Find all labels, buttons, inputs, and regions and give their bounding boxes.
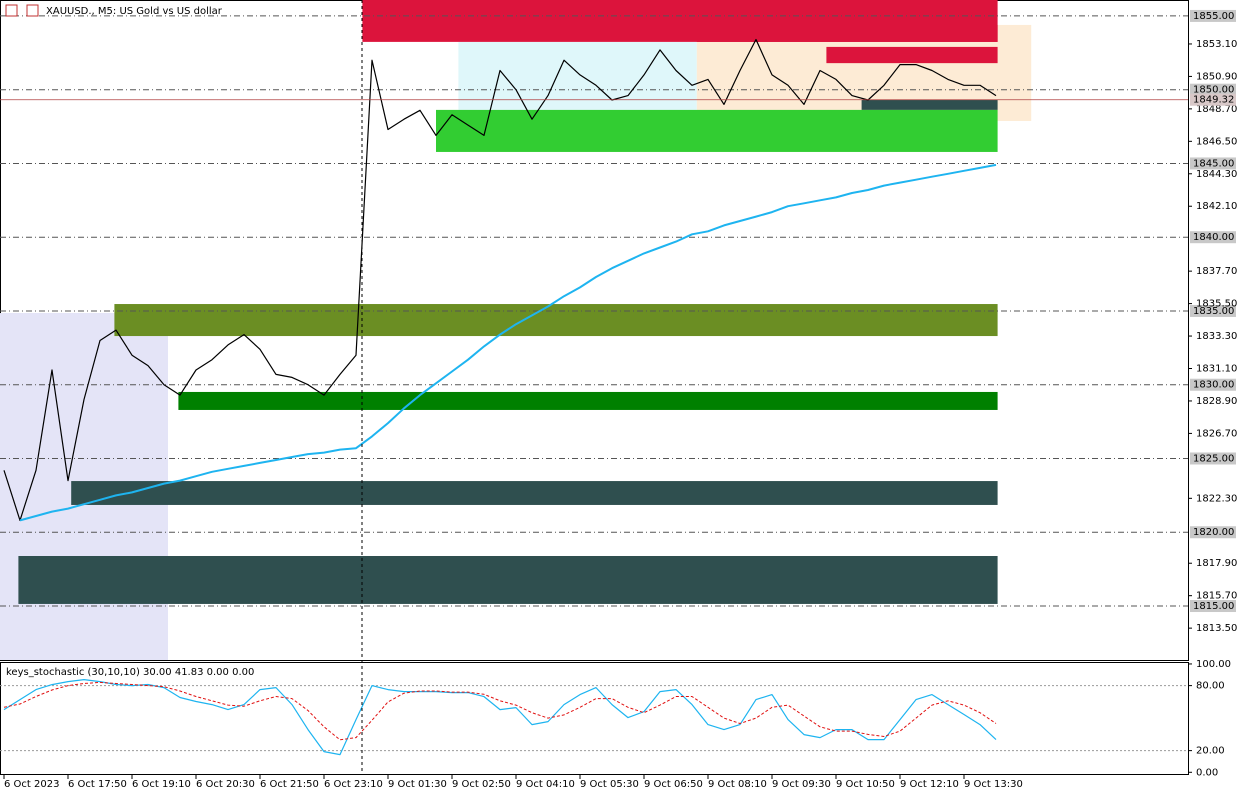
x-tick-label: 9 Oct 06:50 xyxy=(644,779,703,790)
level-label: 1825.00 xyxy=(1193,453,1234,464)
x-tick-label: 6 Oct 23:10 xyxy=(324,779,383,790)
symbol-icon xyxy=(26,4,39,17)
level-box xyxy=(1190,157,1236,170)
x-tick-label: 6 Oct 20:30 xyxy=(196,779,255,790)
level-box xyxy=(1190,231,1236,244)
symbol-icon xyxy=(5,4,18,17)
zone xyxy=(826,46,998,64)
y-tick-label: 1848.70 xyxy=(1196,104,1237,115)
zone xyxy=(71,481,998,505)
y-tick-label: 1833.30 xyxy=(1196,331,1237,342)
y-tick-label: 1817.90 xyxy=(1196,558,1237,569)
y-tick-label: 1822.30 xyxy=(1196,493,1237,504)
level-label: 1830.00 xyxy=(1193,380,1234,391)
zone xyxy=(18,555,998,604)
zone xyxy=(696,24,998,42)
zone xyxy=(436,109,998,152)
zone xyxy=(861,100,998,110)
last-price-label: 1849.32 xyxy=(1193,95,1234,106)
level-box xyxy=(1190,378,1236,391)
y-tick-label: 80.00 xyxy=(1196,681,1225,692)
level-label: 1855.00 xyxy=(1193,11,1234,22)
y-tick-label: 20.00 xyxy=(1196,746,1225,757)
level-label: 1845.00 xyxy=(1193,158,1234,169)
y-tick-label: 1837.70 xyxy=(1196,266,1237,277)
y-tick-label: 1835.50 xyxy=(1196,299,1237,310)
x-tick-label: 9 Oct 08:10 xyxy=(708,779,767,790)
x-tick-label: 9 Oct 09:30 xyxy=(772,779,831,790)
zone xyxy=(178,391,998,410)
series-line xyxy=(3,679,997,756)
level-box xyxy=(1190,452,1236,465)
y-tick-label: 1844.30 xyxy=(1196,169,1237,180)
y-tick-label: 1828.90 xyxy=(1196,396,1237,407)
x-tick-label: 9 Oct 05:30 xyxy=(580,779,639,790)
x-tick-label: 6 Oct 17:50 xyxy=(68,779,127,790)
level-label: 1850.00 xyxy=(1193,85,1234,96)
level-label: 1820.00 xyxy=(1193,527,1234,538)
x-tick-label: 9 Oct 01:30 xyxy=(388,779,447,790)
y-tick-label: 1842.10 xyxy=(1196,201,1237,212)
chart-title: XAUUSD., M5: US Gold vs US dollar xyxy=(46,6,223,17)
level-box xyxy=(1190,9,1236,22)
y-tick-label: 1853.10 xyxy=(1196,39,1237,50)
series-line xyxy=(3,38,997,521)
x-tick-label: 6 Oct 19:10 xyxy=(132,779,191,790)
level-label: 1835.00 xyxy=(1193,306,1234,317)
y-tick-label: 0.00 xyxy=(1196,767,1218,778)
indicator-title: keys_stochastic (30,10,10) 30.00 41.83 0… xyxy=(6,667,254,678)
y-tick-label: 1815.70 xyxy=(1196,591,1237,602)
x-tick-label: 9 Oct 13:30 xyxy=(964,779,1023,790)
level-label: 1840.00 xyxy=(1193,232,1234,243)
y-tick-label: 1826.70 xyxy=(1196,428,1237,439)
x-tick-label: 6 Oct 21:50 xyxy=(260,779,319,790)
zone xyxy=(114,304,998,337)
y-tick-label: 1831.10 xyxy=(1196,364,1237,375)
x-tick-label: 9 Oct 10:50 xyxy=(836,779,895,790)
x-tick-label: 9 Oct 04:10 xyxy=(516,779,575,790)
indicator-pane xyxy=(0,662,1189,775)
level-box xyxy=(1190,83,1236,96)
y-tick-label: 1813.50 xyxy=(1196,623,1237,634)
series-line xyxy=(19,163,997,522)
y-tick-label: 1850.90 xyxy=(1196,71,1237,82)
last-price-box xyxy=(1190,93,1236,106)
level-box xyxy=(1190,600,1236,613)
y-tick-label: 1846.50 xyxy=(1196,136,1237,147)
x-tick-label: 6 Oct 2023 xyxy=(4,779,59,790)
level-label: 1815.00 xyxy=(1193,601,1234,612)
level-box xyxy=(1190,526,1236,539)
x-tick-label: 9 Oct 02:50 xyxy=(452,779,511,790)
level-box xyxy=(1190,304,1236,317)
y-tick-label: 100.00 xyxy=(1196,659,1231,670)
x-tick-label: 9 Oct 12:10 xyxy=(900,779,959,790)
